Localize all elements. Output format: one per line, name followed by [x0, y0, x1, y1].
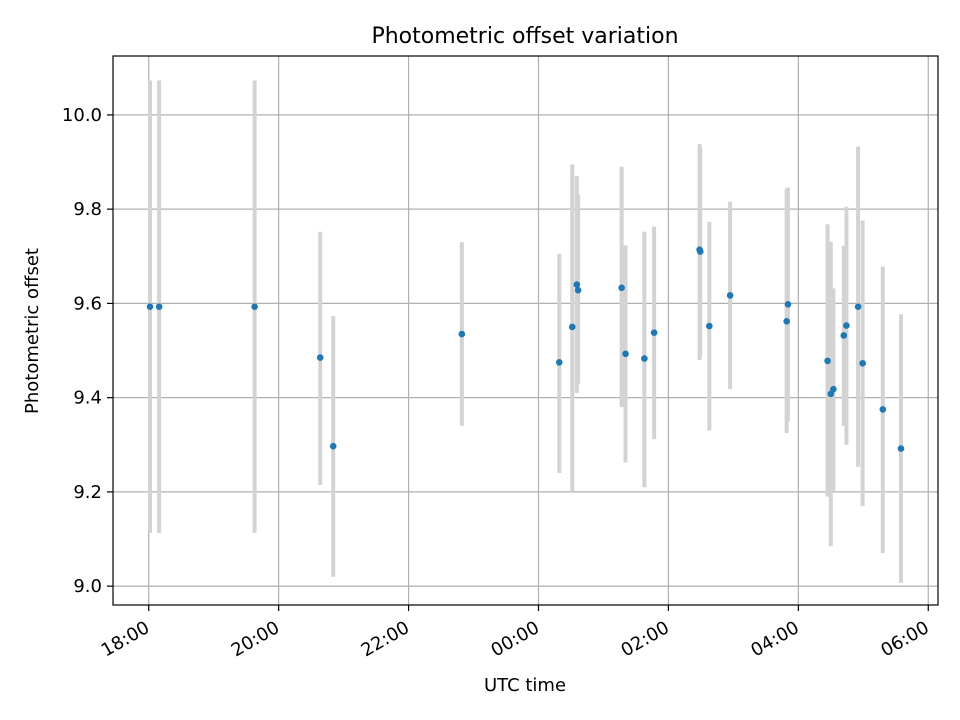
data-point — [783, 318, 790, 325]
data-point — [784, 301, 792, 308]
plot-frame — [112, 55, 939, 606]
y-axis-label: Photometric offset — [22, 248, 43, 414]
data-point — [155, 303, 163, 311]
data-point — [146, 303, 154, 311]
data-point — [726, 292, 734, 299]
y-tick-label: 10.0 — [62, 105, 102, 126]
data-point — [574, 286, 582, 294]
data-point — [879, 406, 887, 413]
y-tick-label: 9.8 — [73, 199, 102, 220]
y-tick-label: 9.0 — [73, 576, 102, 597]
data-point — [859, 359, 866, 367]
grid — [113, 56, 938, 605]
data-point — [641, 355, 648, 362]
data-point — [854, 303, 862, 311]
x-axis-label: UTC time — [484, 675, 566, 696]
data-point — [706, 322, 713, 330]
data-point — [555, 359, 563, 366]
data-point — [622, 350, 629, 358]
data-point — [568, 323, 576, 331]
data-point — [897, 445, 905, 452]
data-points — [146, 246, 905, 452]
data-point — [316, 354, 324, 361]
y-tick-label: 9.6 — [73, 293, 102, 314]
data-point — [830, 385, 837, 393]
data-point — [840, 332, 848, 339]
y-tick-label: 9.2 — [73, 482, 102, 503]
y-tick-label: 9.4 — [73, 388, 102, 409]
data-point — [329, 442, 337, 450]
data-point — [458, 330, 466, 338]
data-point — [696, 248, 704, 255]
data-point — [843, 322, 850, 329]
data-point — [650, 329, 658, 336]
data-point — [573, 281, 581, 288]
chart-title: Photometric offset variation — [371, 24, 678, 49]
data-point — [251, 303, 258, 311]
data-point — [824, 357, 831, 365]
data-point — [618, 284, 625, 292]
